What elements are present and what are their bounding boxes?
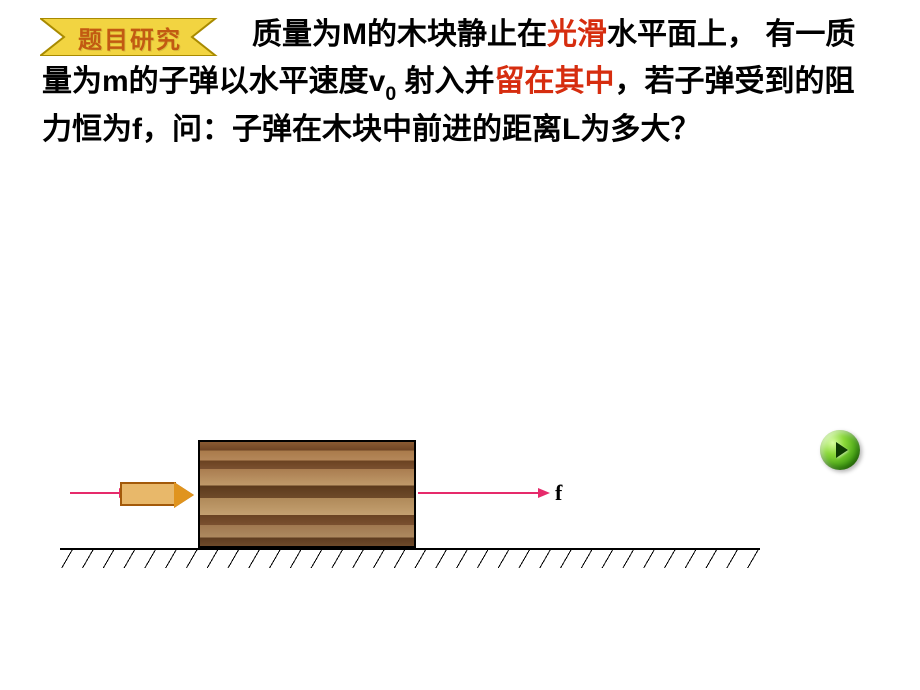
problem-text: 质量为M的木块静止在光滑水平面上， 有一质量为m的子弹以水平速度v0 射入并留在…: [42, 12, 882, 153]
highlighted-text: 留在其中: [495, 65, 615, 98]
bullet-tip: [174, 482, 194, 508]
force-label: f: [555, 480, 562, 506]
physics-diagram: f: [100, 440, 740, 580]
plain-text: 射入并: [396, 65, 494, 98]
ground-surface: [60, 548, 760, 568]
subscript-text: 0: [385, 83, 396, 105]
wooden-block: [198, 440, 416, 548]
play-button[interactable]: [820, 430, 860, 470]
bullet-body: [120, 482, 176, 506]
plain-text: 质量为M的木块静止在: [252, 18, 547, 51]
highlighted-text: 光滑: [547, 18, 607, 51]
force-arrow-right: [418, 492, 538, 494]
